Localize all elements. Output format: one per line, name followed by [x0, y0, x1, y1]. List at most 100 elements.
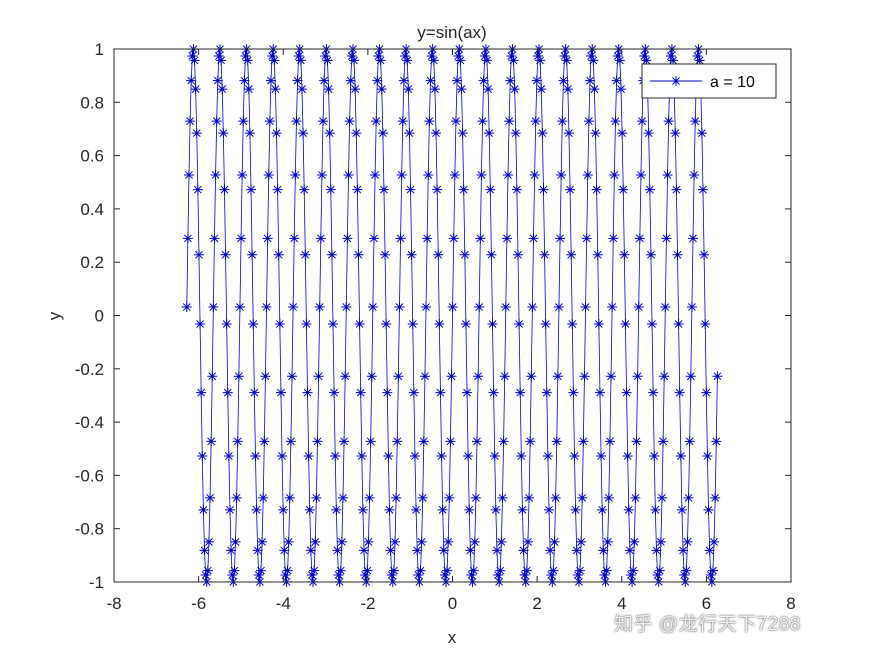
data-point-marker [510, 128, 521, 139]
y-axis-title: y [45, 311, 64, 320]
x-tick-label: 8 [786, 594, 795, 613]
data-point-marker [376, 84, 387, 95]
data-point-marker [354, 318, 365, 329]
data-point-marker [381, 318, 392, 329]
data-point-marker [550, 492, 561, 503]
data-point-marker [284, 492, 295, 503]
data-point-marker [388, 565, 399, 576]
x-tick-label: -2 [360, 594, 375, 613]
data-point-marker [559, 51, 570, 62]
data-point-marker [681, 565, 692, 576]
data-point-marker [474, 302, 485, 313]
data-point-marker [417, 492, 428, 503]
data-point-marker [505, 75, 516, 86]
data-point-marker [274, 318, 285, 329]
data-point-marker [661, 233, 672, 244]
legend: a = 10 [641, 63, 777, 99]
data-point-marker [333, 569, 344, 580]
data-point-marker [380, 249, 391, 260]
data-point-marker [575, 565, 586, 576]
data-point-marker [623, 504, 634, 515]
data-point-marker [342, 233, 353, 244]
data-point-marker [591, 184, 602, 195]
data-point-marker [476, 169, 487, 180]
x-axis-title: x [448, 628, 457, 647]
data-point-marker [259, 436, 270, 447]
data-point-marker [182, 233, 193, 244]
data-point-marker [418, 436, 429, 447]
data-point-marker [504, 116, 515, 127]
data-point-marker [586, 51, 597, 62]
data-point-marker [617, 128, 628, 139]
data-point-marker [629, 536, 640, 547]
data-point-marker [271, 128, 282, 139]
data-point-marker [449, 169, 460, 180]
data-point-marker [512, 249, 523, 260]
data-point-marker [289, 233, 300, 244]
data-point-marker [521, 565, 532, 576]
data-point-marker [450, 116, 461, 127]
data-point-marker [683, 492, 694, 503]
data-point-marker [329, 387, 340, 398]
data-point-marker [496, 536, 507, 547]
data-point-marker [378, 184, 389, 195]
data-point-marker [283, 536, 294, 547]
data-point-marker [697, 184, 708, 195]
data-point-marker [464, 504, 475, 515]
data-point-marker [304, 504, 315, 515]
data-point-marker [700, 318, 711, 329]
data-point-marker [275, 387, 286, 398]
data-point-marker [246, 184, 257, 195]
data-point-marker [489, 451, 500, 462]
data-point-marker [367, 302, 378, 313]
data-point-marker [186, 75, 197, 86]
data-point-marker [443, 536, 454, 547]
data-point-marker [360, 569, 371, 580]
data-point-marker [596, 451, 607, 462]
data-point-marker [436, 451, 447, 462]
data-point-marker [672, 249, 683, 260]
data-point-marker [692, 51, 703, 62]
data-point-marker [527, 302, 538, 313]
data-point-marker [250, 451, 261, 462]
y-tick-label: -0.4 [75, 413, 104, 432]
data-point-marker [637, 116, 648, 127]
data-point-marker [236, 233, 247, 244]
data-point-marker [322, 55, 333, 66]
data-point-marker [396, 169, 407, 180]
data-point-marker [218, 128, 229, 139]
data-point-marker [403, 84, 414, 95]
y-tick-label: -0.2 [75, 360, 104, 379]
data-point-marker [351, 128, 362, 139]
data-point-marker [431, 128, 442, 139]
data-point-marker [260, 371, 271, 382]
data-point-marker [339, 436, 350, 447]
data-point-marker [438, 545, 449, 556]
data-point-marker [530, 116, 541, 127]
data-point-marker [267, 51, 278, 62]
data-point-marker [327, 318, 338, 329]
data-point-marker [511, 184, 522, 195]
data-point-marker [491, 545, 502, 556]
data-point-marker [704, 545, 715, 556]
x-tick-label: -6 [191, 594, 206, 613]
data-point-marker [310, 536, 321, 547]
data-point-marker [582, 169, 593, 180]
data-point-marker [670, 128, 681, 139]
data-point-marker [429, 84, 440, 95]
data-point-marker [370, 169, 381, 180]
data-point-marker [610, 116, 621, 127]
data-point-marker [282, 565, 293, 576]
data-point-marker [690, 116, 701, 127]
data-point-marker [409, 451, 420, 462]
data-point-marker [313, 371, 324, 382]
data-point-marker [624, 545, 635, 556]
x-tick-label: 2 [532, 594, 541, 613]
data-point-marker [541, 387, 552, 398]
data-point-marker [183, 169, 194, 180]
data-point-marker [634, 233, 645, 244]
data-point-marker [529, 169, 540, 180]
data-point-marker [514, 318, 525, 329]
data-point-marker [688, 233, 699, 244]
